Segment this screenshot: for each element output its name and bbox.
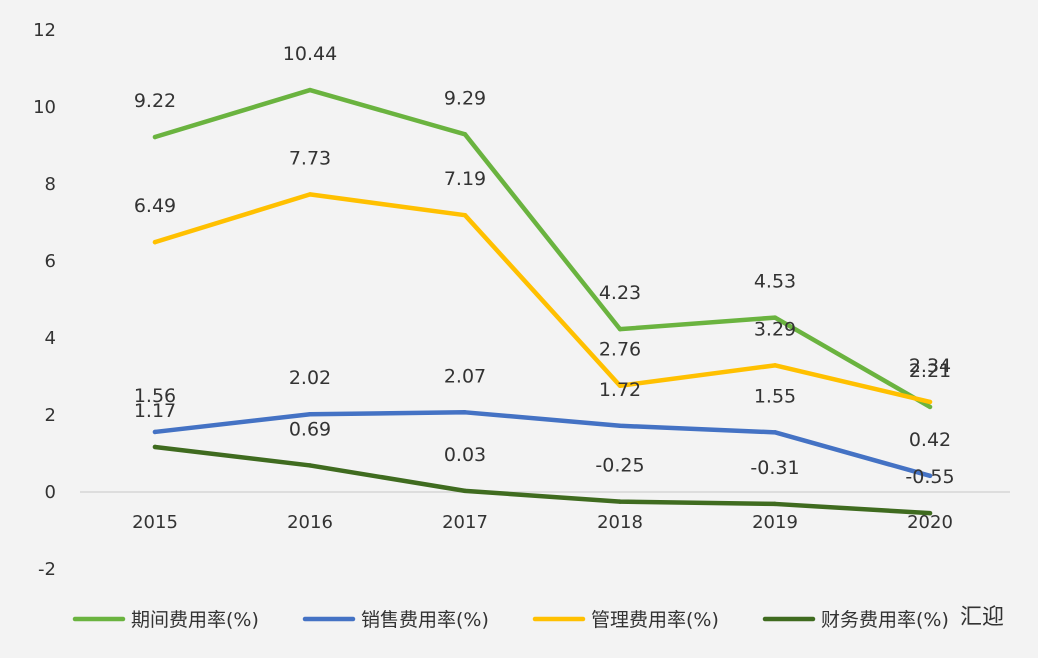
series-layer bbox=[152, 87, 933, 516]
watermark-text: 汇迎 bbox=[960, 605, 1004, 630]
y-tick-label: -2 bbox=[38, 559, 56, 580]
legend: 期间费用率(%) 销售费用率(%) 管理费用率(%) 财务费用率(%) bbox=[72, 609, 949, 631]
data-point bbox=[927, 473, 933, 479]
data-label: -0.55 bbox=[905, 466, 954, 488]
data-point bbox=[462, 212, 468, 218]
data-label: 2.34 bbox=[909, 355, 951, 377]
data-label: 1.56 bbox=[134, 385, 176, 407]
x-tick-label: 2020 bbox=[907, 512, 953, 533]
watermark: 汇迎 bbox=[960, 605, 1004, 630]
data-point bbox=[462, 488, 468, 494]
data-label: 4.23 bbox=[599, 282, 641, 304]
data-point bbox=[772, 501, 778, 507]
data-point bbox=[927, 404, 933, 410]
data-point bbox=[927, 510, 933, 516]
data-point bbox=[617, 499, 623, 504]
data-point bbox=[617, 383, 623, 388]
data-point bbox=[307, 87, 313, 93]
data-label: -0.31 bbox=[750, 457, 799, 479]
x-tick-label: 2017 bbox=[442, 512, 488, 533]
y-tick-label: 10 bbox=[33, 97, 56, 118]
data-label: 0.42 bbox=[909, 429, 951, 451]
data-point bbox=[152, 239, 158, 245]
data-point bbox=[772, 430, 778, 435]
y-tick-label: 2 bbox=[45, 405, 56, 426]
data-label: 3.29 bbox=[754, 318, 796, 340]
series-line bbox=[152, 410, 933, 479]
x-axis: 2015 2016 2017 2018 2019 2020 bbox=[80, 491, 1010, 533]
data-label: 2.21 bbox=[909, 360, 951, 382]
legend-label: 期间费用率(%) bbox=[131, 609, 259, 631]
legend-label: 销售费用率(%) bbox=[361, 609, 489, 631]
data-point bbox=[462, 132, 468, 137]
y-tick-label: 4 bbox=[45, 328, 56, 349]
data-point bbox=[307, 463, 313, 468]
x-tick-label: 2016 bbox=[287, 512, 333, 533]
series-line bbox=[152, 192, 933, 405]
x-tick-label: 2015 bbox=[132, 512, 178, 533]
data-label: 0.03 bbox=[444, 444, 486, 466]
x-tick-label: 2019 bbox=[752, 512, 798, 533]
data-point bbox=[152, 444, 158, 450]
y-axis: 12 10 8 6 4 2 0 -2 bbox=[33, 20, 56, 580]
data-point bbox=[772, 315, 778, 320]
series-line bbox=[152, 87, 933, 410]
data-label: 7.19 bbox=[444, 168, 486, 190]
data-label: 1.17 bbox=[134, 400, 176, 422]
data-point bbox=[462, 410, 468, 415]
data-point bbox=[617, 326, 623, 332]
data-label: 1.72 bbox=[599, 379, 641, 401]
y-tick-label: 8 bbox=[45, 174, 56, 195]
data-label: -0.25 bbox=[595, 455, 644, 477]
x-tick-label: 2018 bbox=[597, 512, 643, 533]
data-label: 2.76 bbox=[599, 339, 641, 361]
legend-label: 财务费用率(%) bbox=[821, 609, 949, 631]
data-point bbox=[772, 363, 778, 368]
data-point bbox=[307, 192, 313, 197]
y-tick-label: 6 bbox=[45, 251, 56, 272]
data-point bbox=[152, 134, 158, 140]
data-label: 2.07 bbox=[444, 365, 486, 387]
data-point bbox=[927, 399, 933, 405]
data-point bbox=[617, 423, 623, 428]
data-label: 2.02 bbox=[289, 367, 331, 389]
data-label: 4.53 bbox=[754, 271, 796, 293]
data-label: 6.49 bbox=[134, 195, 176, 217]
series-line bbox=[152, 444, 933, 516]
legend-label: 管理费用率(%) bbox=[591, 609, 719, 631]
y-tick-label: 12 bbox=[33, 20, 56, 41]
data-point bbox=[152, 429, 158, 435]
y-tick-label: 0 bbox=[45, 482, 56, 503]
data-point bbox=[307, 412, 313, 417]
data-label: 9.22 bbox=[134, 90, 176, 112]
data-label: 0.69 bbox=[289, 418, 331, 440]
data-label: 10.44 bbox=[283, 43, 337, 65]
data-label: 7.73 bbox=[289, 147, 331, 169]
data-labels-layer: 9.22 10.44 9.29 4.23 4.53 2.21 1.56 2.02 2.07 1.7… bbox=[134, 43, 955, 488]
data-label: 9.29 bbox=[444, 87, 486, 109]
data-label: 1.55 bbox=[754, 385, 796, 407]
